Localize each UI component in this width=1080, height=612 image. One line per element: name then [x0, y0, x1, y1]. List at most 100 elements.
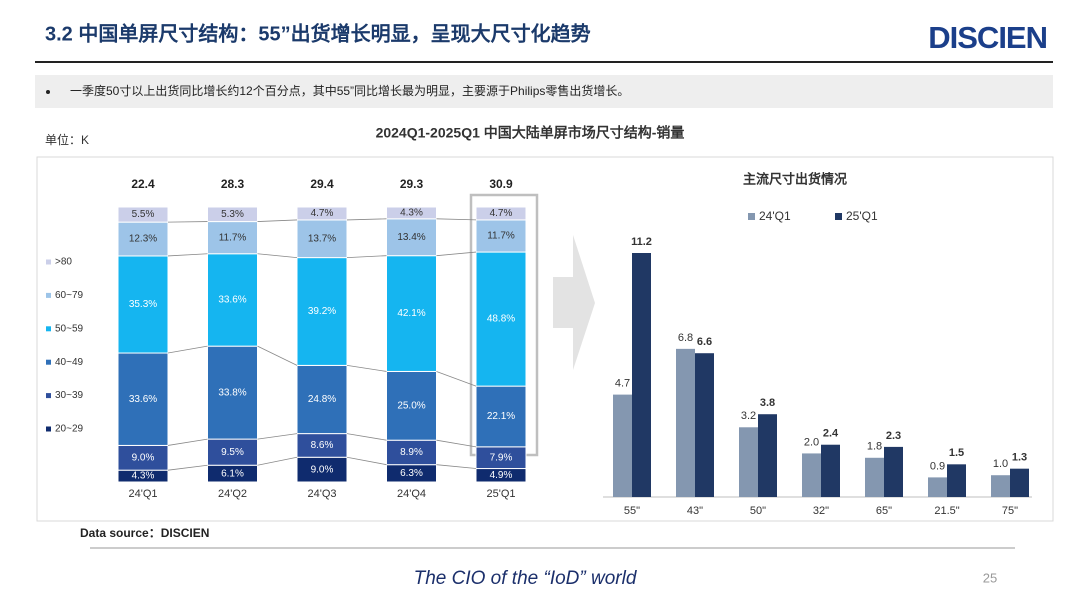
- bar: [991, 475, 1010, 497]
- value-label: 1.0: [993, 458, 1008, 470]
- total-label: 22.4: [131, 177, 155, 191]
- bar-segment: [475, 206, 527, 221]
- value-label: 6.8: [678, 332, 693, 344]
- value-label: 13.4%: [397, 232, 425, 243]
- connector: [436, 218, 477, 221]
- connector: [436, 371, 477, 387]
- connector: [167, 438, 208, 446]
- bar-segment: [117, 444, 169, 471]
- bar: [802, 453, 821, 497]
- value-label: 3.8: [760, 397, 775, 409]
- value-label: 11.7%: [487, 231, 515, 242]
- value-label: 5.5%: [132, 209, 155, 220]
- bar-segment: [296, 456, 348, 483]
- connector: [167, 253, 208, 257]
- connector: [167, 464, 208, 471]
- x-tick-label: 32": [813, 505, 829, 517]
- connector: [436, 251, 477, 257]
- value-label: 39.2%: [308, 306, 336, 317]
- value-label: 1.3: [1012, 452, 1027, 464]
- bar: [676, 348, 695, 497]
- connector: [167, 221, 208, 223]
- bar: [865, 457, 884, 497]
- x-tick-label: 50": [750, 505, 766, 517]
- slide-title: 3.2 中国单屏尺寸结构：55”出货增长明显，呈现大尺寸化趋势: [45, 21, 591, 45]
- value-label: 6.6: [697, 336, 712, 348]
- value-label: 7.9%: [490, 452, 513, 463]
- x-tick-label: 21.5": [934, 505, 959, 517]
- legend-label: 30~39: [55, 390, 84, 401]
- value-label: 42.1%: [397, 308, 425, 319]
- bar: [884, 446, 903, 497]
- value-label: 9.5%: [221, 447, 244, 458]
- connector: [167, 345, 208, 354]
- arrow: [553, 235, 595, 370]
- legend-label: 50~59: [55, 323, 84, 334]
- value-label: 33.6%: [129, 394, 157, 405]
- x-tick-label: 25'Q1: [486, 488, 515, 500]
- value-label: 9.0%: [311, 464, 334, 475]
- legend-label: 40~49: [55, 357, 84, 368]
- value-label: 33.6%: [218, 295, 246, 306]
- bar: [739, 427, 758, 497]
- value-label: 35.3%: [129, 299, 157, 310]
- chart-title: 2024Q1-2025Q1 中国大陆单屏市场尺寸结构-销量: [376, 125, 685, 141]
- x-tick-label: 55": [624, 505, 640, 517]
- sub-chart-title: 主流尺寸出货情况: [743, 171, 847, 186]
- legend-swatch: [46, 393, 51, 399]
- bar-segment: [475, 385, 527, 448]
- value-label: 8.9%: [400, 447, 423, 458]
- bullet-box: [35, 75, 1053, 108]
- value-label: 25.0%: [397, 400, 425, 411]
- bar-segment: [207, 206, 258, 223]
- value-label: 11.2: [631, 236, 652, 248]
- bar-segment: [386, 218, 437, 257]
- total-label: 30.9: [489, 177, 513, 191]
- value-label: 8.6%: [311, 440, 334, 451]
- bar-segment: [475, 219, 527, 253]
- logo: DISCIEN: [928, 20, 1047, 55]
- bar: [947, 464, 966, 497]
- bar-segment: [296, 219, 348, 259]
- value-label: 24.8%: [308, 394, 336, 405]
- bar-segment: [475, 251, 527, 387]
- connector: [346, 218, 387, 221]
- legend-label: 25'Q1: [846, 209, 878, 223]
- value-label: 0.9: [930, 460, 945, 472]
- value-label: 2.4: [823, 428, 839, 440]
- connector: [346, 365, 387, 372]
- legend-label: >80: [55, 257, 72, 268]
- connector: [257, 345, 298, 366]
- legend-swatch: [46, 292, 51, 298]
- bar: [821, 444, 840, 497]
- connector: [346, 433, 387, 441]
- value-label: 4.3%: [132, 471, 155, 482]
- value-label: 4.9%: [490, 470, 513, 481]
- value-label: 5.3%: [221, 209, 244, 220]
- bar-segment: [207, 253, 258, 347]
- value-label: 1.5: [949, 447, 964, 459]
- connector: [346, 255, 387, 258]
- value-label: 2.0: [804, 436, 819, 448]
- value-label: 9.0%: [132, 452, 155, 463]
- bar-segment: [386, 439, 437, 466]
- connector: [436, 464, 477, 469]
- bar: [613, 394, 632, 497]
- value-label: 6.1%: [221, 468, 244, 479]
- bar: [632, 253, 651, 497]
- x-tick-label: 65": [876, 505, 892, 517]
- total-label: 29.3: [400, 177, 424, 191]
- legend-label: 20~29: [55, 424, 84, 435]
- legend-label: 24'Q1: [759, 209, 791, 223]
- chart-frame: [36, 156, 1054, 522]
- connector: [257, 219, 298, 222]
- value-label: 13.7%: [308, 233, 336, 244]
- legend-swatch: [46, 359, 51, 365]
- bar: [928, 477, 947, 497]
- legend-swatch: [835, 213, 842, 220]
- x-tick-label: 24'Q2: [218, 488, 247, 500]
- value-label: 11.7%: [219, 232, 247, 243]
- x-tick-label: 24'Q1: [128, 488, 157, 500]
- x-tick-label: 43": [687, 505, 703, 517]
- bar-segment: [386, 206, 437, 220]
